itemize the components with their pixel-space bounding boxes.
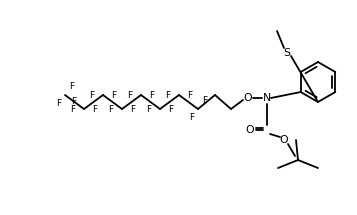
Text: F: F (92, 104, 97, 114)
Text: N: N (263, 93, 271, 103)
Text: F: F (165, 91, 171, 100)
Text: F: F (69, 82, 74, 91)
Text: O: O (246, 125, 254, 135)
Text: F: F (127, 91, 132, 100)
Text: S: S (283, 48, 291, 58)
Text: F: F (111, 91, 117, 100)
Text: O: O (280, 135, 288, 145)
Text: F: F (56, 99, 61, 108)
Text: F: F (90, 91, 95, 100)
Text: F: F (150, 91, 155, 100)
Text: F: F (202, 96, 207, 105)
Text: F: F (146, 104, 152, 114)
Text: F: F (71, 97, 76, 106)
Text: F: F (130, 104, 136, 114)
Text: O: O (244, 93, 252, 103)
Text: F: F (187, 91, 192, 100)
Text: F: F (70, 104, 76, 114)
Text: F: F (109, 104, 114, 114)
Text: F: F (189, 113, 194, 122)
Text: F: F (169, 104, 174, 114)
